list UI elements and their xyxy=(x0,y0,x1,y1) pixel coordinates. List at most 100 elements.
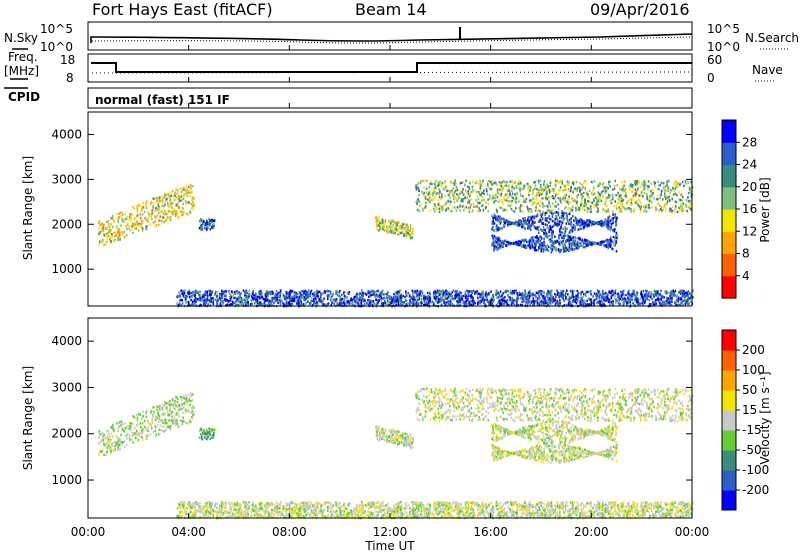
power-cell xyxy=(131,213,134,216)
power-cell xyxy=(658,209,660,212)
power-cell xyxy=(510,241,512,245)
power-cell xyxy=(471,291,473,294)
power-cell xyxy=(347,300,350,303)
power-cell xyxy=(377,216,380,219)
power-cell xyxy=(199,290,201,293)
power-cell xyxy=(293,291,296,294)
power-cell xyxy=(103,243,105,246)
power-cell xyxy=(515,220,517,223)
power-cell xyxy=(296,302,298,305)
power-cell xyxy=(639,302,642,305)
power-cell xyxy=(576,242,578,245)
power-cell xyxy=(620,197,623,200)
power-cell xyxy=(192,292,194,296)
power-cell xyxy=(360,292,363,295)
power-cell xyxy=(432,199,434,202)
power-cell xyxy=(244,301,247,304)
power-cell xyxy=(671,205,674,208)
power-cell xyxy=(481,299,484,302)
power-cell xyxy=(579,217,582,221)
power-cell xyxy=(503,223,506,227)
power-cell xyxy=(259,294,262,298)
power-cell xyxy=(671,300,673,303)
power-cell xyxy=(664,303,667,306)
power-cell xyxy=(630,293,633,296)
power-cell xyxy=(114,238,116,241)
power-cell xyxy=(225,295,227,298)
power-cell xyxy=(221,294,223,297)
power-cell xyxy=(532,192,534,195)
power-cell xyxy=(555,205,557,208)
power-cell xyxy=(464,296,467,300)
power-cell xyxy=(579,220,582,224)
power-cell xyxy=(359,295,361,299)
power-cell xyxy=(580,296,582,299)
power-cell xyxy=(459,190,462,194)
power-cell xyxy=(640,193,643,196)
power-cell xyxy=(420,303,423,306)
power-cell xyxy=(505,290,507,293)
power-cell xyxy=(413,291,416,294)
power-cell xyxy=(546,226,548,230)
power-cell xyxy=(99,231,102,234)
power-cell xyxy=(657,202,659,205)
power-cell xyxy=(588,224,590,227)
power-cell xyxy=(607,208,610,211)
power-cell xyxy=(433,188,435,191)
power-cell xyxy=(136,206,139,209)
power-cell xyxy=(462,188,464,191)
power-cell xyxy=(193,197,195,201)
power-cell xyxy=(397,233,399,236)
power-cell xyxy=(588,291,591,294)
power-cell xyxy=(590,242,592,246)
power-cell xyxy=(318,290,320,294)
power-cell xyxy=(627,289,630,293)
power-cell xyxy=(511,189,513,193)
power-cell xyxy=(663,189,666,192)
power-cell xyxy=(371,300,374,304)
power-cell xyxy=(139,222,141,226)
power-cell xyxy=(408,294,411,297)
power-cell xyxy=(525,296,527,299)
power-cell xyxy=(528,226,530,229)
power-cell xyxy=(520,243,523,247)
power-cell xyxy=(647,199,650,202)
power-cell xyxy=(639,210,642,213)
power-cell xyxy=(405,290,407,293)
power-cell xyxy=(541,294,544,298)
power-cell xyxy=(565,303,568,307)
power-cell xyxy=(437,184,439,187)
power-cell xyxy=(515,196,517,200)
power-cell xyxy=(377,219,379,222)
power-cell xyxy=(157,203,159,206)
power-cell xyxy=(664,205,666,209)
power-cell xyxy=(538,290,540,294)
power-cell xyxy=(595,297,598,300)
power-cell xyxy=(428,185,431,189)
power-cell xyxy=(461,298,464,301)
power-cell xyxy=(405,292,407,296)
power-cell xyxy=(605,219,608,223)
power-cell xyxy=(550,251,553,254)
power-cell xyxy=(167,193,170,196)
power-cell xyxy=(579,237,581,241)
power-cell xyxy=(526,246,528,249)
power-cell xyxy=(149,213,151,217)
power-cell xyxy=(555,293,557,297)
power-cell xyxy=(392,219,394,223)
power-cell xyxy=(276,295,279,298)
power-cell xyxy=(675,185,677,189)
power-cell xyxy=(507,294,509,297)
power-cell xyxy=(461,205,464,208)
power-cell xyxy=(436,291,438,294)
power-cell xyxy=(295,294,297,298)
power-cell xyxy=(451,182,454,185)
power-cell xyxy=(428,191,430,194)
power-cell xyxy=(209,227,212,231)
power-cell xyxy=(548,228,550,231)
power-cell xyxy=(527,227,529,230)
power-cell xyxy=(563,193,566,197)
power-cell xyxy=(279,291,282,294)
power-cell xyxy=(619,302,622,306)
power-cell xyxy=(555,295,557,298)
